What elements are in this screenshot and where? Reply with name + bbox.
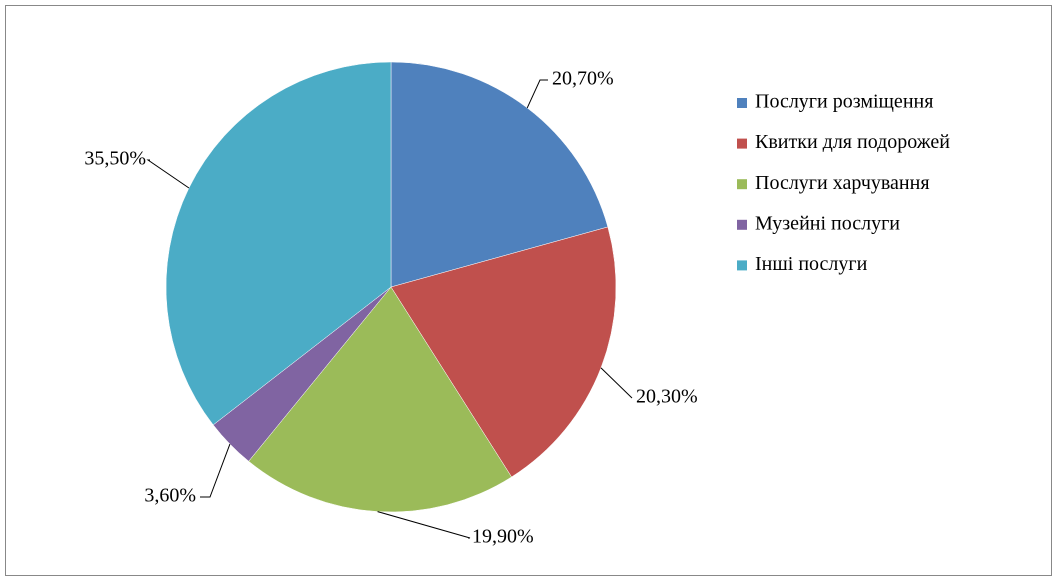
leader-line bbox=[146, 159, 190, 189]
pie-slice bbox=[165, 61, 392, 426]
leader-line bbox=[200, 443, 231, 498]
data-label: 35,50% bbox=[84, 148, 146, 170]
legend-label: Квитки для подорожей bbox=[755, 131, 950, 153]
legend-swatch bbox=[737, 219, 747, 230]
legend-swatch bbox=[737, 98, 747, 108]
leader-line bbox=[526, 79, 548, 109]
data-label: 20,30% bbox=[636, 386, 698, 408]
legend-label: Інші послуги bbox=[755, 253, 868, 275]
data-label: 19,90% bbox=[472, 526, 534, 548]
legend-label: Музейні послуги bbox=[755, 212, 900, 234]
leader-line bbox=[600, 367, 633, 399]
pie-slice bbox=[390, 226, 617, 478]
legend-swatch bbox=[737, 138, 747, 149]
leader-line bbox=[377, 511, 471, 539]
data-label: 3,60% bbox=[144, 485, 196, 507]
legend-swatch bbox=[737, 260, 747, 271]
legend-label: Послуги харчування bbox=[755, 172, 930, 194]
pie-slice bbox=[248, 286, 512, 513]
legend-label: Послуги розміщення bbox=[755, 91, 933, 113]
legend-swatch bbox=[737, 179, 747, 190]
data-label: 20,70% bbox=[552, 68, 614, 90]
